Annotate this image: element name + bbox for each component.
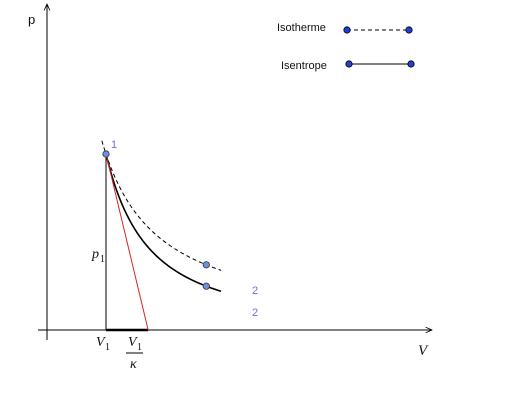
point-2-isentrope-label: 2	[252, 307, 258, 319]
isotherm-curve	[101, 140, 222, 271]
state-point-2-isentrope	[202, 282, 210, 290]
x-axis-label: V	[418, 343, 429, 359]
legend-isotherme-label: Isotherme	[277, 22, 326, 34]
legend-isentrope-end-point	[407, 60, 415, 68]
svg-text:1: 1	[137, 342, 142, 353]
legend-isotherme-start-point	[343, 26, 351, 34]
state-point-1	[102, 150, 110, 158]
tangent-line	[105, 153, 149, 331]
point-1-label: 1	[111, 139, 117, 151]
svg-text:V: V	[96, 335, 106, 350]
svg-text:1: 1	[105, 342, 110, 353]
legend: Isotherme Isentrope	[277, 22, 415, 72]
point-2-isotherm-label: 2	[252, 285, 258, 297]
isentrope-curve	[105, 153, 222, 293]
p1-label: p 1	[91, 247, 105, 265]
svg-text:p: p	[91, 247, 99, 262]
legend-isotherme-end-point	[405, 26, 413, 34]
svg-text:1: 1	[100, 254, 105, 265]
legend-isentrope-label: Isentrope	[281, 60, 327, 72]
state-point-2-isotherm	[202, 261, 210, 269]
v1-over-kappa-label: V 1 κ	[126, 335, 143, 372]
svg-text:V: V	[128, 335, 138, 350]
legend-isentrope-start-point	[345, 60, 353, 68]
y-axis-label: p	[28, 12, 35, 27]
svg-text:κ: κ	[130, 357, 137, 372]
v1-label: V 1	[96, 335, 110, 353]
